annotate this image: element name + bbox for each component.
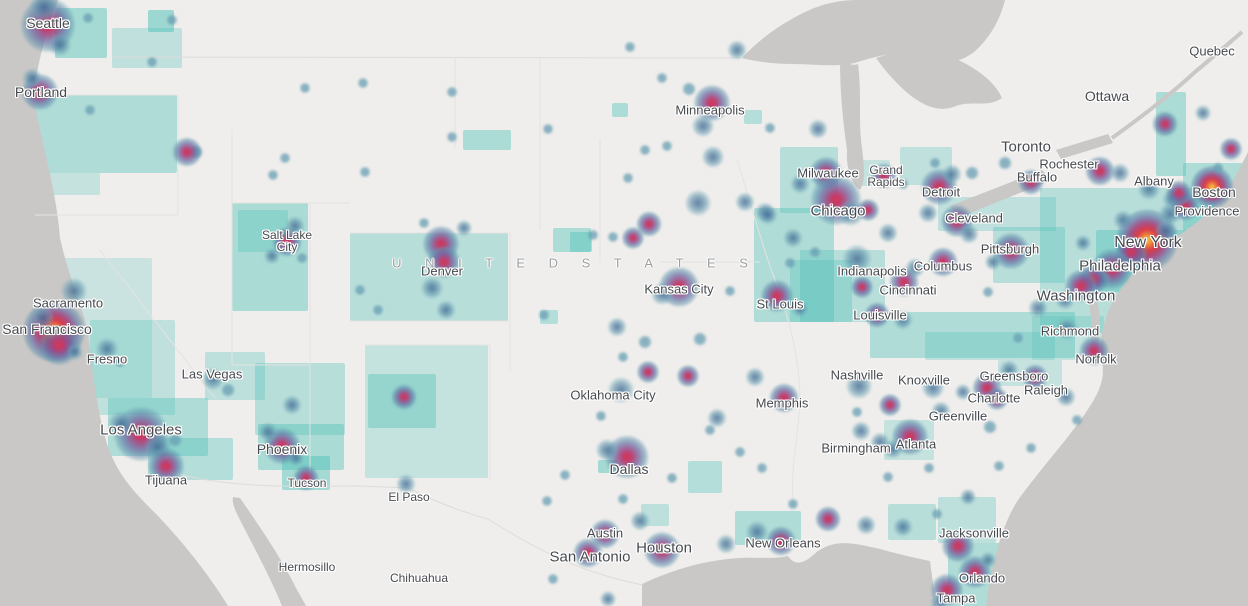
city-label: Cincinnati (879, 282, 937, 298)
city-label: Indianapolis (837, 263, 907, 279)
heat-point (883, 439, 903, 459)
city-label: Grand Rapids (867, 163, 905, 189)
city-label: Chicago (810, 202, 866, 220)
heat-point (955, 384, 971, 400)
heat-point (857, 199, 879, 221)
heat-point (929, 157, 941, 169)
city-label: Greensboro (979, 368, 1049, 384)
city-label: Charlotte (967, 390, 1021, 406)
city-label: Chihuahua (389, 571, 449, 585)
heat-point (923, 462, 935, 474)
heat-point (842, 244, 872, 274)
city-label: Oklahoma City (570, 387, 656, 403)
city-label: Columbus (913, 258, 973, 274)
city-label: Las Vegas (181, 366, 243, 382)
heat-point (959, 224, 979, 244)
city-label: Rochester (1039, 156, 1099, 172)
heat-point (928, 247, 958, 277)
city-label: New York (1114, 234, 1182, 251)
city-label: St Louis (756, 296, 804, 312)
heat-point (889, 267, 919, 297)
heat-point (882, 471, 894, 483)
city-label: Quebec (1189, 43, 1235, 59)
heat-point (851, 421, 871, 441)
heat-point (851, 406, 863, 418)
heat-point (856, 515, 876, 535)
city-label: Greenville (928, 408, 988, 424)
heat-point (897, 178, 909, 190)
heat-point (727, 40, 747, 60)
city-label: Tucson (287, 476, 327, 490)
city-label: Richmond (1040, 323, 1100, 339)
city-label: Los Angeles (100, 421, 182, 439)
city-label: Fresno (86, 351, 128, 367)
city-label: New Orleans (745, 535, 821, 551)
city-label: Washington (1036, 287, 1116, 305)
city-label: Birmingham (821, 440, 891, 456)
city-label: Louisville (853, 307, 907, 323)
heat-point (879, 394, 901, 416)
city-label: Salt Lake City (261, 228, 313, 254)
city-label: Cleveland (945, 210, 1003, 226)
heat-point (931, 508, 943, 520)
heat-point (871, 163, 897, 189)
heat-point (809, 246, 821, 258)
heat-point (922, 377, 944, 399)
city-label: El Paso (388, 490, 430, 504)
heat-point (808, 119, 828, 139)
city-label: Minneapolis (675, 102, 745, 118)
city-label: Detroit (921, 184, 961, 200)
city-label: Austin (586, 525, 624, 541)
city-label: Norfolk (1075, 351, 1117, 367)
city-label: Ottawa (1084, 88, 1130, 104)
heat-point (931, 401, 951, 421)
city-label: Hermosillo (278, 560, 336, 574)
city-label: Tampa (936, 590, 976, 606)
heat-point (764, 122, 776, 134)
heat-point (918, 203, 938, 223)
heat-point (600, 591, 616, 606)
city-label: Pittsburgh (980, 241, 1040, 257)
city-label: Kansas City (644, 281, 714, 297)
city-label: Memphis (755, 395, 809, 411)
city-label: Phoenix (256, 441, 308, 457)
city-label: Houston (636, 539, 692, 557)
city-label: Orlando (958, 570, 1006, 586)
city-label: Nashville (830, 367, 884, 383)
heat-point (851, 276, 873, 298)
country-label: U N I T E D S T A T E S (392, 255, 758, 271)
city-label: Sacramento (32, 295, 104, 311)
city-label: Knoxville (897, 372, 951, 388)
heat-point (846, 373, 872, 399)
heat-point (893, 517, 913, 537)
city-label: Dallas (609, 461, 649, 477)
heat-point (746, 521, 768, 543)
city-label: Tijuana (144, 472, 188, 488)
city-label: San Francisco (2, 321, 92, 337)
city-label: Seattle (26, 15, 70, 31)
city-label: Atlanta (895, 436, 937, 452)
heat-point (893, 310, 913, 330)
city-label: Albany (1134, 173, 1174, 189)
city-label: Buffalo (1016, 169, 1058, 185)
city-label: Philadelphia (1079, 257, 1161, 275)
city-label: San Antonio (549, 548, 631, 566)
city-label: Raleigh (1023, 382, 1069, 398)
city-label: Milwaukee (797, 165, 859, 181)
city-label: Boston (1192, 184, 1236, 200)
heat-point (624, 41, 636, 53)
heat-point (878, 223, 898, 243)
city-label: Toronto (1000, 138, 1052, 156)
city-label: Providence (1174, 203, 1240, 219)
heat-point (960, 489, 976, 505)
city-label: Jacksonville (938, 525, 1010, 541)
city-label: Portland (14, 84, 68, 100)
heat-point (864, 302, 890, 328)
heat-point (815, 506, 841, 532)
